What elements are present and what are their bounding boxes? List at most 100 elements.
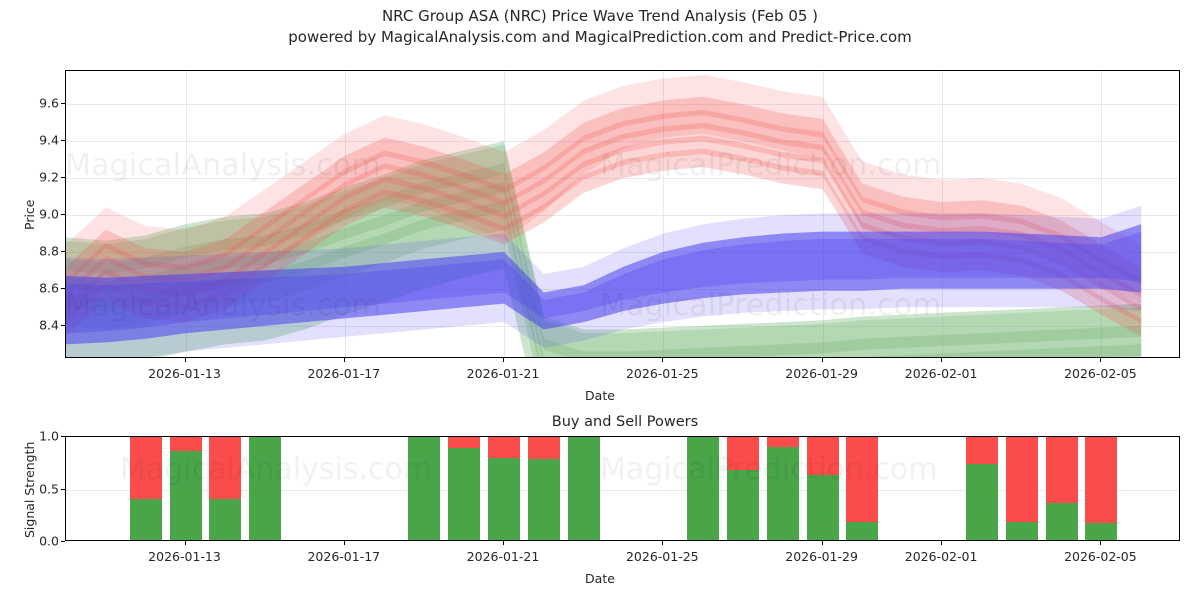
ytick-mark bbox=[61, 177, 65, 179]
bar-column bbox=[1045, 437, 1078, 540]
ytick-mark bbox=[61, 250, 65, 252]
buy-power-segment bbox=[567, 437, 600, 540]
price-chart-yaxis-title: Price bbox=[22, 199, 37, 231]
buy-sell-xtick-label: 2026-02-05 bbox=[1064, 549, 1137, 564]
title-block: NRC Group ASA (NRC) Price Wave Trend Ana… bbox=[0, 6, 1200, 48]
bar-column bbox=[408, 437, 441, 540]
gridline-vertical bbox=[1101, 71, 1103, 357]
buy-power-segment bbox=[687, 437, 720, 540]
xtick-mark bbox=[1100, 358, 1102, 362]
buy-sell-yaxis-title: Signal Strength bbox=[22, 441, 37, 538]
green-wave-band-3 bbox=[66, 181, 1142, 357]
buy-sell-xtick-label: 2026-01-29 bbox=[785, 549, 858, 564]
price-wave-chart bbox=[65, 70, 1180, 358]
price-chart-xtick-label: 2026-01-17 bbox=[307, 366, 381, 381]
gridline-horizontal bbox=[66, 178, 1179, 180]
buy-sell-xtick-label: 2026-02-01 bbox=[904, 549, 978, 564]
blue-core-band bbox=[66, 224, 1142, 345]
sell-power-segment bbox=[448, 437, 481, 448]
bar-column bbox=[766, 437, 799, 540]
price-chart-ytick-label: 9.6 bbox=[39, 95, 59, 111]
blue-inner-band bbox=[66, 231, 1142, 334]
price-wave-bands bbox=[66, 74, 1142, 357]
price-chart-ytick-label: 9.4 bbox=[39, 132, 59, 148]
gridline-vertical bbox=[504, 71, 505, 357]
page-subtitle: powered by MagicalAnalysis.com and Magic… bbox=[288, 28, 912, 46]
buy-power-segment bbox=[846, 522, 879, 540]
buy-power-segment bbox=[766, 446, 799, 540]
buy-sell-xtick-label: 2026-01-25 bbox=[625, 549, 699, 564]
buy-sell-ytick-label: 0.5 bbox=[39, 481, 59, 496]
buy-sell-xaxis-title: Date bbox=[585, 571, 615, 586]
sell-power-segment bbox=[169, 437, 202, 451]
price-chart-ytick-label: 9.0 bbox=[39, 206, 59, 222]
bar-column bbox=[249, 437, 282, 540]
price-chart-ytick-label: 9.2 bbox=[39, 169, 59, 185]
xtick-mark bbox=[1100, 541, 1102, 545]
gridline-vertical bbox=[942, 71, 944, 357]
buy-power-segment bbox=[249, 437, 282, 540]
buy-power-segment bbox=[488, 458, 520, 540]
sell-power-segment bbox=[846, 437, 879, 523]
price-chart-xtick-label: 2026-02-01 bbox=[904, 366, 978, 381]
gridline-vertical bbox=[822, 71, 824, 357]
xtick-mark bbox=[941, 541, 943, 545]
price-chart-xaxis-title: Date bbox=[585, 388, 615, 403]
price-chart-ytick-label: 8.8 bbox=[39, 243, 59, 259]
xtick-mark bbox=[941, 358, 943, 362]
buy-power-segment bbox=[448, 447, 481, 540]
price-chart-xtick-label: 2026-01-25 bbox=[625, 366, 699, 381]
gridline-vertical bbox=[185, 71, 187, 357]
ytick-mark bbox=[61, 287, 65, 289]
bar-column bbox=[448, 437, 481, 540]
bar-column bbox=[1005, 437, 1038, 540]
ytick-mark bbox=[61, 103, 65, 105]
sell-power-segment bbox=[806, 437, 839, 475]
xtick-mark bbox=[662, 358, 664, 362]
xtick-mark bbox=[662, 541, 664, 545]
xtick-mark bbox=[184, 358, 186, 362]
bar-column bbox=[965, 437, 998, 540]
sell-power-segment bbox=[209, 437, 242, 499]
buy-power-segment bbox=[1005, 522, 1038, 540]
sell-power-segment bbox=[1045, 437, 1078, 504]
xtick-mark bbox=[503, 358, 504, 362]
ytick-mark bbox=[61, 488, 65, 490]
xtick-mark bbox=[821, 541, 823, 545]
ytick-mark bbox=[61, 324, 65, 326]
xtick-mark bbox=[821, 358, 823, 362]
buy-power-segment bbox=[169, 450, 202, 540]
xtick-mark bbox=[343, 358, 345, 362]
price-chart-xtick-label: 2026-01-21 bbox=[466, 366, 540, 381]
bar-column bbox=[209, 437, 242, 540]
gridline-horizontal bbox=[66, 489, 1179, 491]
red-wave-band-1 bbox=[66, 96, 1142, 286]
buy-sell-xtick-label: 2026-01-21 bbox=[466, 549, 540, 564]
sell-power-segment bbox=[129, 437, 162, 499]
gridline-horizontal bbox=[66, 104, 1179, 106]
price-chart-ytick-label: 8.4 bbox=[39, 317, 59, 333]
bar-column bbox=[727, 437, 759, 540]
sell-power-segment bbox=[1005, 437, 1038, 523]
ytick-mark bbox=[61, 140, 65, 142]
bar-column bbox=[1085, 437, 1118, 540]
xtick-mark bbox=[503, 541, 504, 545]
price-chart-xtick-label: 2026-01-29 bbox=[785, 366, 858, 381]
bar-column bbox=[129, 437, 162, 540]
ytick-mark bbox=[61, 436, 65, 437]
gridline-vertical bbox=[344, 71, 346, 357]
green-wave-band-2 bbox=[66, 163, 1142, 357]
gridline-vertical bbox=[663, 71, 665, 357]
buy-power-segment bbox=[527, 459, 560, 540]
bar-column bbox=[567, 437, 600, 540]
buy-and-sell-powers-chart bbox=[65, 436, 1180, 541]
bar-column bbox=[806, 437, 839, 540]
buy-power-segment bbox=[408, 437, 441, 540]
bar-column bbox=[687, 437, 720, 540]
buy-sell-chart-title: Buy and Sell Powers bbox=[551, 414, 699, 430]
green-wave-band-1 bbox=[66, 144, 1142, 357]
gridline-horizontal bbox=[66, 251, 1179, 253]
price-chart-xtick-label: 2026-02-05 bbox=[1064, 366, 1137, 381]
sell-power-segment bbox=[527, 437, 560, 460]
buy-sell-ytick-label: 0.0 bbox=[39, 533, 59, 549]
